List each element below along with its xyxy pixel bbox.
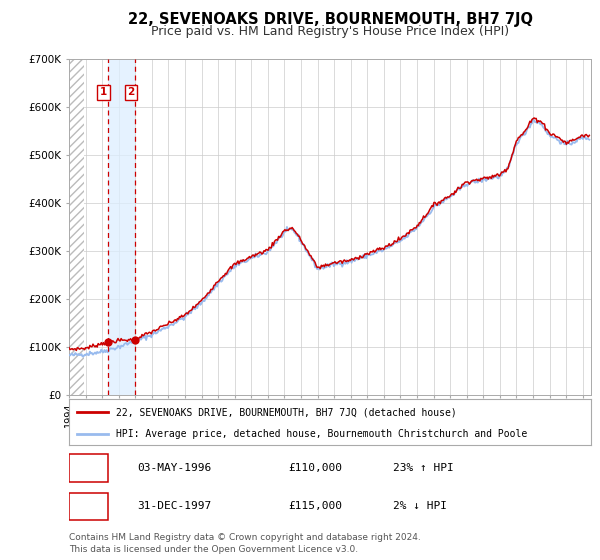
Text: 1: 1 <box>100 87 107 97</box>
Text: 22, SEVENOAKS DRIVE, BOURNEMOUTH, BH7 7JQ (detached house): 22, SEVENOAKS DRIVE, BOURNEMOUTH, BH7 7J… <box>116 407 457 417</box>
Text: £110,000: £110,000 <box>288 463 342 473</box>
Text: 23% ↑ HPI: 23% ↑ HPI <box>392 463 454 473</box>
Text: Contains HM Land Registry data © Crown copyright and database right 2024.: Contains HM Land Registry data © Crown c… <box>69 533 421 542</box>
Text: 31-DEC-1997: 31-DEC-1997 <box>137 501 211 511</box>
Text: 22, SEVENOAKS DRIVE, BOURNEMOUTH, BH7 7JQ: 22, SEVENOAKS DRIVE, BOURNEMOUTH, BH7 7J… <box>128 12 533 27</box>
FancyBboxPatch shape <box>69 493 108 520</box>
Text: HPI: Average price, detached house, Bournemouth Christchurch and Poole: HPI: Average price, detached house, Bour… <box>116 429 527 438</box>
Text: 2: 2 <box>85 501 92 511</box>
Text: Price paid vs. HM Land Registry's House Price Index (HPI): Price paid vs. HM Land Registry's House … <box>151 25 509 38</box>
Bar <box>108 59 135 395</box>
Text: 2: 2 <box>127 87 134 97</box>
Text: 03-MAY-1996: 03-MAY-1996 <box>137 463 211 473</box>
Text: 1: 1 <box>85 463 92 473</box>
FancyBboxPatch shape <box>69 455 108 482</box>
Text: £115,000: £115,000 <box>288 501 342 511</box>
Text: This data is licensed under the Open Government Licence v3.0.: This data is licensed under the Open Gov… <box>69 545 358 554</box>
Text: 2% ↓ HPI: 2% ↓ HPI <box>392 501 446 511</box>
Bar <box>69 59 84 395</box>
